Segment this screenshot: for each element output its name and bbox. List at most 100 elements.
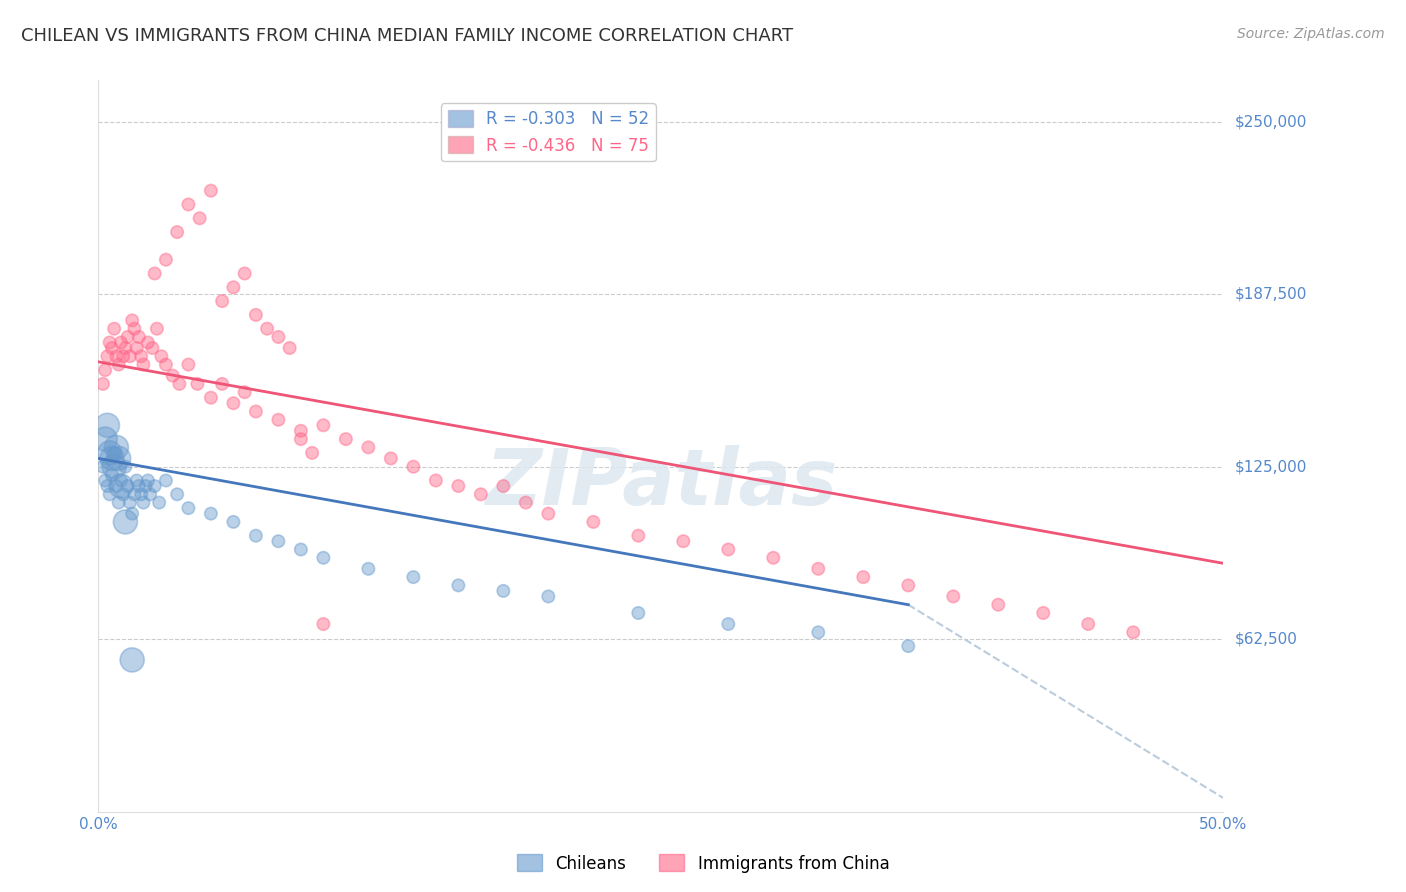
Point bbox=[132, 358, 155, 372]
Point bbox=[515, 495, 537, 509]
Legend: R = -0.303   N = 52, R = -0.436   N = 75: R = -0.303 N = 52, R = -0.436 N = 75 bbox=[441, 103, 655, 161]
Point bbox=[312, 550, 335, 565]
Point bbox=[150, 349, 173, 363]
Point bbox=[1032, 606, 1054, 620]
Point bbox=[222, 280, 245, 294]
Point bbox=[200, 184, 222, 198]
Point bbox=[380, 451, 402, 466]
Point bbox=[129, 349, 152, 363]
Point bbox=[987, 598, 1010, 612]
Point bbox=[188, 211, 211, 226]
Point bbox=[256, 321, 278, 335]
Point bbox=[112, 487, 135, 501]
Point bbox=[897, 578, 920, 592]
Point bbox=[233, 385, 256, 400]
Point bbox=[114, 515, 136, 529]
Point bbox=[177, 358, 200, 372]
Point bbox=[155, 252, 177, 267]
Point bbox=[101, 341, 124, 355]
Point bbox=[447, 578, 470, 592]
Point bbox=[897, 639, 920, 653]
Point bbox=[177, 197, 200, 211]
Point bbox=[103, 321, 125, 335]
Point bbox=[103, 459, 125, 474]
Point bbox=[357, 562, 380, 576]
Point bbox=[807, 562, 830, 576]
Point bbox=[312, 418, 335, 433]
Point bbox=[98, 335, 121, 350]
Point bbox=[98, 446, 121, 460]
Point bbox=[98, 487, 121, 501]
Point bbox=[155, 474, 177, 488]
Point bbox=[110, 474, 132, 488]
Point bbox=[136, 335, 159, 350]
Point bbox=[290, 542, 312, 557]
Point bbox=[148, 495, 170, 509]
Point bbox=[200, 391, 222, 405]
Point bbox=[402, 459, 425, 474]
Point bbox=[627, 606, 650, 620]
Point bbox=[105, 479, 128, 493]
Point bbox=[166, 487, 188, 501]
Point bbox=[267, 534, 290, 549]
Point bbox=[470, 487, 492, 501]
Point bbox=[267, 413, 290, 427]
Point bbox=[136, 474, 159, 488]
Point bbox=[717, 617, 740, 632]
Point bbox=[128, 479, 150, 493]
Point bbox=[335, 432, 357, 446]
Point bbox=[245, 404, 267, 418]
Point bbox=[447, 479, 470, 493]
Point bbox=[301, 446, 323, 460]
Text: Source: ZipAtlas.com: Source: ZipAtlas.com bbox=[1237, 27, 1385, 41]
Point bbox=[155, 358, 177, 372]
Point bbox=[105, 349, 128, 363]
Text: $250,000: $250,000 bbox=[1234, 114, 1306, 129]
Point bbox=[110, 479, 132, 493]
Point bbox=[96, 479, 118, 493]
Point bbox=[233, 267, 256, 281]
Point bbox=[425, 474, 447, 488]
Point bbox=[107, 358, 129, 372]
Text: $62,500: $62,500 bbox=[1234, 632, 1298, 647]
Point bbox=[717, 542, 740, 557]
Point bbox=[114, 341, 136, 355]
Point bbox=[146, 321, 169, 335]
Point bbox=[135, 479, 157, 493]
Point bbox=[124, 321, 146, 335]
Text: $187,500: $187,500 bbox=[1234, 286, 1306, 301]
Point bbox=[278, 341, 301, 355]
Point bbox=[211, 294, 233, 309]
Point bbox=[807, 625, 830, 640]
Point bbox=[762, 550, 785, 565]
Point bbox=[143, 267, 166, 281]
Point bbox=[117, 479, 139, 493]
Point bbox=[177, 501, 200, 516]
Point bbox=[942, 590, 965, 604]
Point bbox=[582, 515, 605, 529]
Point bbox=[245, 308, 267, 322]
Point bbox=[96, 349, 118, 363]
Point bbox=[94, 363, 117, 377]
Point bbox=[114, 459, 136, 474]
Point bbox=[312, 617, 335, 632]
Point bbox=[166, 225, 188, 239]
Point bbox=[245, 529, 267, 543]
Point bbox=[492, 479, 515, 493]
Point bbox=[121, 507, 143, 521]
Point bbox=[112, 349, 135, 363]
Point bbox=[118, 495, 141, 509]
Text: ZIPatlas: ZIPatlas bbox=[485, 444, 837, 521]
Point bbox=[91, 376, 114, 391]
Point bbox=[627, 529, 650, 543]
Point bbox=[125, 341, 148, 355]
Point bbox=[101, 451, 124, 466]
Point bbox=[222, 515, 245, 529]
Point bbox=[169, 376, 191, 391]
Point bbox=[91, 459, 114, 474]
Point bbox=[121, 653, 143, 667]
Point bbox=[129, 487, 152, 501]
Point bbox=[96, 418, 118, 433]
Point bbox=[1077, 617, 1099, 632]
Point bbox=[162, 368, 184, 383]
